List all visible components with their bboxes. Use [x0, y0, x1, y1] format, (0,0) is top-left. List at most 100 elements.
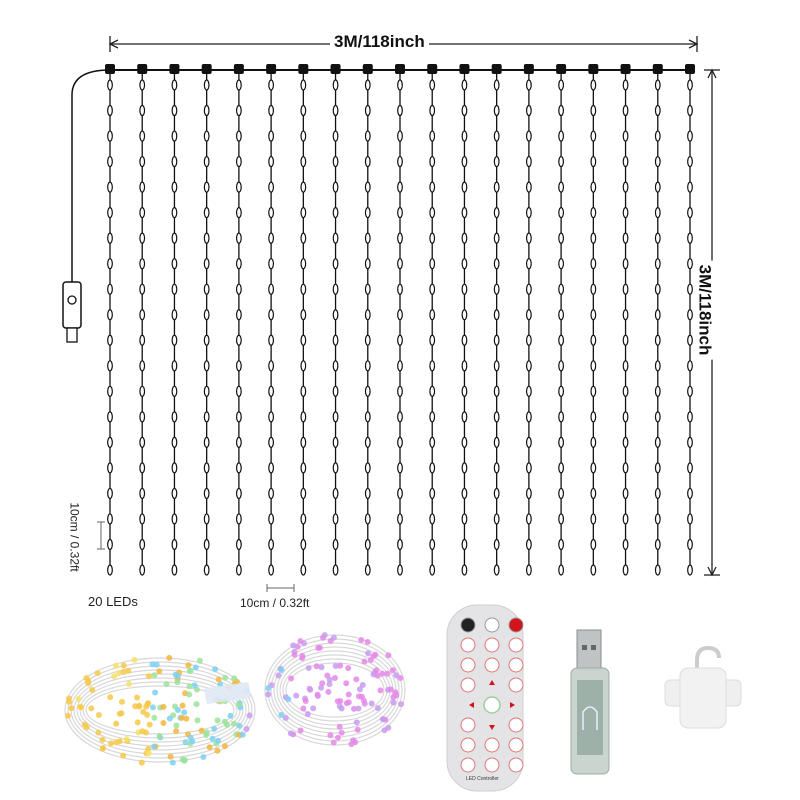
remote-button[interactable] — [484, 637, 500, 653]
led-bead — [203, 104, 210, 117]
light-strand — [266, 64, 277, 576]
coil-led — [285, 696, 292, 703]
led-bead — [558, 79, 565, 91]
led-bead — [203, 538, 210, 551]
strand-hook — [459, 64, 470, 74]
coil-led — [364, 639, 371, 645]
led-bead — [268, 309, 275, 321]
coil-led — [243, 726, 250, 732]
coil-led — [288, 675, 295, 682]
coil-led — [66, 695, 72, 702]
led-bead — [171, 513, 178, 525]
coil-led — [222, 674, 229, 681]
coil-led — [113, 739, 120, 746]
led-bead — [203, 232, 210, 244]
led-bead — [622, 130, 629, 142]
remote-ok-button[interactable] — [483, 696, 501, 714]
remote-button[interactable] — [460, 637, 476, 653]
led-bead — [332, 360, 339, 372]
light-strand — [523, 64, 534, 576]
led-bead — [171, 155, 178, 168]
led-bead — [107, 155, 113, 168]
remote-button[interactable] — [484, 617, 500, 633]
remote-button[interactable] — [508, 717, 524, 733]
led-bead — [429, 207, 436, 219]
led-bead — [493, 436, 500, 448]
led-bead — [590, 155, 597, 168]
remote-right-arrow[interactable] — [510, 702, 515, 708]
led-bead — [461, 181, 468, 193]
led-bead — [364, 334, 371, 346]
led-bead — [461, 564, 468, 576]
coil-led — [169, 759, 176, 766]
remote-button[interactable] — [484, 657, 500, 673]
remote-button[interactable] — [508, 617, 524, 633]
led-bead — [107, 360, 113, 372]
remote-button[interactable] — [484, 737, 500, 753]
light-strand — [298, 64, 309, 576]
led-bead — [203, 283, 210, 295]
led-bead — [268, 232, 275, 244]
remote-button[interactable] — [508, 677, 524, 693]
led-bead — [268, 385, 275, 397]
usb-receiver — [570, 629, 610, 775]
led-bead — [525, 436, 532, 448]
coil-led — [265, 685, 272, 692]
led-bead — [558, 104, 565, 117]
led-bead — [397, 564, 403, 576]
led-bead — [687, 564, 693, 576]
led-bead — [622, 232, 629, 244]
coil-led — [95, 729, 102, 736]
led-bead — [654, 258, 661, 270]
remote-button[interactable] — [508, 757, 524, 773]
coil-led — [81, 721, 88, 728]
led-bead — [493, 385, 500, 397]
remote-button[interactable] — [460, 617, 476, 633]
led-bead — [203, 309, 210, 321]
remote-left-arrow[interactable] — [469, 702, 474, 708]
led-spacing-label: 10cm / 0.32ft — [67, 502, 82, 572]
led-bead — [300, 104, 307, 117]
remote-button[interactable] — [460, 757, 476, 773]
coil-led — [318, 664, 325, 671]
led-bead — [397, 436, 403, 448]
led-bead — [235, 207, 242, 219]
led-bead — [654, 283, 661, 295]
led-bead — [461, 207, 468, 219]
led-bead — [203, 130, 210, 142]
light-strand — [137, 64, 148, 576]
coil-led — [77, 703, 84, 710]
led-bead — [429, 232, 436, 244]
led-bead — [493, 258, 500, 270]
coil-led — [108, 740, 114, 747]
led-bead — [235, 130, 242, 142]
remote-button[interactable] — [484, 757, 500, 773]
remote-button[interactable] — [460, 717, 476, 733]
remote-button[interactable] — [460, 737, 476, 753]
led-bead — [525, 104, 532, 117]
coil-led — [265, 691, 272, 698]
led-bead — [300, 436, 307, 448]
remote-button[interactable] — [508, 637, 524, 653]
led-bead — [171, 207, 178, 219]
remote-button[interactable] — [508, 657, 524, 673]
led-bead — [525, 130, 532, 142]
remote-up-arrow[interactable] — [489, 680, 495, 685]
coil-led — [332, 663, 339, 669]
led-bead — [364, 207, 371, 219]
remote-button[interactable] — [508, 737, 524, 753]
coil-led — [185, 662, 192, 669]
led-bead — [493, 130, 500, 142]
coil-led — [107, 694, 114, 701]
led-bead — [300, 411, 307, 423]
remote-button[interactable] — [460, 657, 476, 673]
coil-led — [336, 723, 343, 730]
led-bead — [235, 487, 242, 500]
strand-hook — [266, 64, 277, 74]
remote-button[interactable] — [460, 677, 476, 693]
remote-down-arrow[interactable] — [489, 725, 495, 730]
led-bead — [622, 462, 629, 474]
led-bead — [107, 309, 113, 321]
led-bead — [461, 334, 468, 346]
led-bead — [332, 130, 339, 142]
